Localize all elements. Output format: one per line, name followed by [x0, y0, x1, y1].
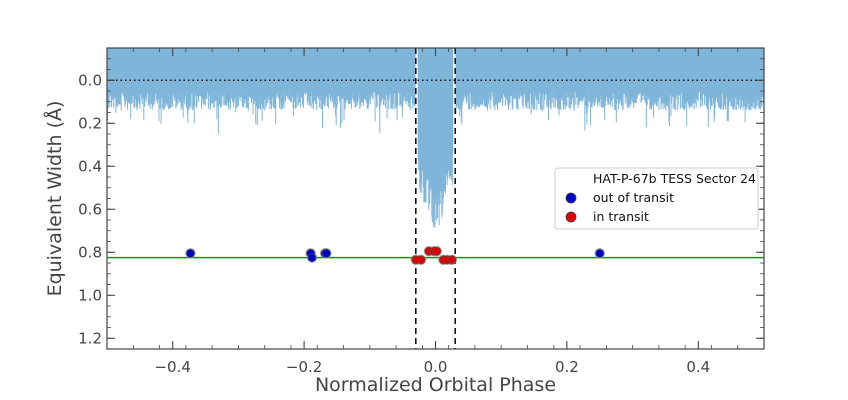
light-curve-trace: [107, 48, 764, 228]
axis-ticks: −0.4 −0.2 0.0 0.2 0.4 0.0 0.2 0.4 0.6 0.8 1.0 1.2: [78, 48, 765, 376]
legend-box: [554, 167, 759, 230]
legend: HAT-P-67b TESS Sector 24 out of transit …: [554, 167, 759, 230]
legend-label-out-of-transit: out of transit: [593, 190, 674, 205]
x-tick-label: −0.2: [286, 358, 322, 376]
y-tick-label: 0.2: [78, 114, 102, 132]
data-point-out-of-transit-2: [307, 253, 317, 262]
data-point-out-of-transit-0: [186, 249, 195, 258]
x-tick-label: −0.4: [154, 358, 190, 376]
legend-marker-in-transit: [565, 211, 577, 223]
y-axis-label: Equivalent Width (Å): [43, 101, 66, 297]
legend-title: HAT-P-67b TESS Sector 24: [593, 171, 756, 186]
data-point-in-transit-4: [432, 246, 442, 256]
x-tick-label: 0.0: [424, 358, 448, 376]
y-tick-label: 0.6: [78, 200, 102, 218]
data-point-in-transit-7: [447, 255, 457, 265]
x-axis-label: Normalized Orbital Phase: [315, 374, 556, 396]
data-points: [185, 245, 605, 265]
y-tick-label: 1.0: [78, 286, 102, 304]
plot-frame: [106, 47, 765, 350]
y-tick-label: 1.2: [78, 329, 102, 347]
light-curve: [107, 48, 764, 228]
data-point-out-of-transit-5: [595, 249, 605, 258]
data-point-in-transit-1: [416, 255, 426, 265]
x-tick-label: 0.4: [686, 358, 710, 376]
y-tick-label: 0.4: [78, 157, 102, 175]
y-tick-label: 0.8: [78, 243, 102, 261]
x-tick-label: 0.2: [555, 358, 579, 376]
legend-marker-out-of-transit: [565, 192, 577, 204]
data-point-out-of-transit-4: [322, 249, 331, 258]
legend-label-in-transit: in transit: [593, 209, 649, 224]
y-tick-label: 0.0: [78, 71, 102, 89]
reference-lines: [107, 48, 764, 349]
